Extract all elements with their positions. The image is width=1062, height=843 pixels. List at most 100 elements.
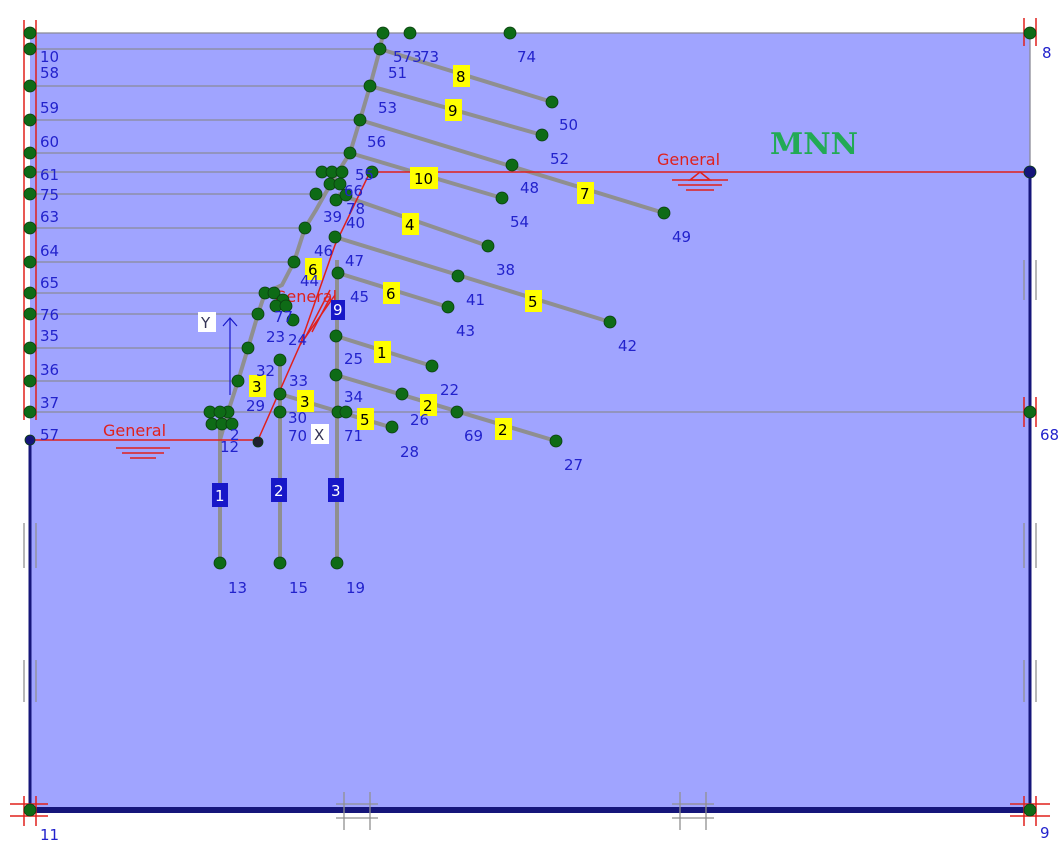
node-label: 10 — [40, 48, 59, 66]
node-label: 42 — [618, 337, 637, 355]
element-tag: 3 — [297, 390, 314, 412]
node-label: 45 — [350, 288, 369, 306]
soil-cluster[interactable] — [30, 33, 1030, 810]
svg-text:2: 2 — [423, 397, 433, 415]
node-label: 46 — [314, 242, 333, 260]
element-tag: 1 — [212, 483, 228, 507]
node-label: 19 — [346, 579, 365, 597]
element-tag: 9 — [331, 300, 345, 320]
node-label: 573 — [393, 48, 422, 66]
nodes[interactable] — [23, 26, 1037, 817]
element-tags-blue: 1 2 3 9 — [212, 300, 345, 507]
node-label: 74 — [517, 48, 536, 66]
node-label: 48 — [520, 179, 539, 197]
y-axis-label-box — [198, 312, 216, 332]
node-label: 37 — [40, 394, 59, 412]
element-tags-yellow: 8 9 10 7 4 6 5 6 1 3 3 2 2 5 — [249, 65, 594, 440]
node-label: 30 — [288, 409, 307, 427]
node-label: 66 — [344, 182, 363, 200]
node-label: 58 — [40, 64, 59, 82]
node-label: 49 — [672, 228, 691, 246]
node-label: 78 — [346, 200, 365, 218]
svg-text:7: 7 — [580, 185, 590, 203]
svg-text:6: 6 — [386, 285, 396, 303]
node-label: 2 — [230, 426, 240, 444]
node-label: 8 — [1042, 44, 1052, 62]
node-label: 59 — [40, 99, 59, 117]
node-label: 32 — [256, 362, 275, 380]
node-label: 40 — [346, 214, 365, 232]
svg-text:3: 3 — [252, 378, 262, 396]
soil-layer-lines — [30, 32, 1031, 413]
svg-text:9: 9 — [448, 102, 458, 120]
y-axis-label: Y — [200, 314, 211, 332]
svg-text:10: 10 — [414, 170, 433, 188]
element-tag: 6 — [383, 282, 400, 304]
element-tag: 7 — [577, 182, 594, 204]
node-label: 15 — [289, 579, 308, 597]
node-label: 61 — [40, 166, 59, 184]
node-label: 26 — [410, 411, 429, 429]
node-label: 25 — [344, 350, 363, 368]
element-tag: 5 — [525, 290, 542, 312]
interface-lines — [30, 171, 1030, 441]
svg-text:2: 2 — [274, 482, 284, 500]
svg-text:5: 5 — [360, 411, 370, 429]
node-label: 38 — [496, 261, 515, 279]
roller-hatches — [23, 260, 1037, 830]
element-tag: 5 — [357, 408, 374, 430]
model-boundary — [28, 172, 1032, 813]
node-label: 69 — [464, 427, 483, 445]
node-label: 60 — [40, 133, 59, 151]
node-label: 54 — [510, 213, 529, 231]
water-level-label-left: General — [103, 421, 166, 440]
element-tag: 3 — [328, 478, 344, 502]
node-label: 65 — [40, 274, 59, 292]
element-tag: 2 — [420, 394, 437, 416]
node-label: 50 — [559, 116, 578, 134]
element-tag: 9 — [445, 99, 462, 121]
axis-arrows — [222, 317, 238, 395]
node-label: 53 — [378, 99, 397, 117]
node-label: 34 — [344, 388, 363, 406]
node-label: 51 — [388, 64, 407, 82]
node-label: 76 — [40, 306, 59, 324]
node-label: 57 — [40, 426, 59, 444]
node-label: 73 — [420, 48, 439, 66]
water-level-symbols — [116, 171, 728, 459]
node-label: 23 — [266, 328, 285, 346]
node-label: 28 — [400, 443, 419, 461]
svg-text:4: 4 — [405, 216, 415, 234]
node-label: 44 — [300, 272, 319, 290]
node-label: 29 — [246, 397, 265, 415]
element-tag: 4 — [402, 213, 419, 235]
svg-text:9: 9 — [333, 301, 343, 319]
node-label: 77 — [274, 308, 293, 326]
element-tag: 2 — [495, 418, 512, 440]
node-label: 33 — [289, 372, 308, 390]
node-label: 71 — [344, 427, 363, 445]
model-label: MNN — [770, 127, 858, 162]
svg-text:8: 8 — [456, 68, 466, 86]
svg-text:6: 6 — [308, 261, 318, 279]
element-tag: 10 — [410, 167, 438, 189]
node-label: 43 — [456, 322, 475, 340]
svg-text:3: 3 — [300, 393, 310, 411]
x-axis-label-box — [311, 424, 329, 444]
element-tag: 1 — [374, 341, 391, 363]
node-labels: 10 58 59 60 61 75 63 64 65 76 35 36 37 5… — [40, 44, 1059, 843]
node-label: 41 — [466, 291, 485, 309]
node-label: 35 — [40, 327, 59, 345]
element-tag: 8 — [453, 65, 470, 87]
element-tag: 2 — [271, 478, 287, 502]
water-level-label-right: General — [657, 150, 720, 169]
node-label: 36 — [40, 361, 59, 379]
svg-text:3: 3 — [331, 482, 341, 500]
node-label: 52 — [550, 150, 569, 168]
node-label: 12 — [220, 438, 239, 456]
node-label: 75 — [40, 186, 59, 204]
node-label: 56 — [367, 133, 386, 151]
x-axis-label: X — [314, 426, 324, 444]
node-label: 47 — [345, 252, 364, 270]
